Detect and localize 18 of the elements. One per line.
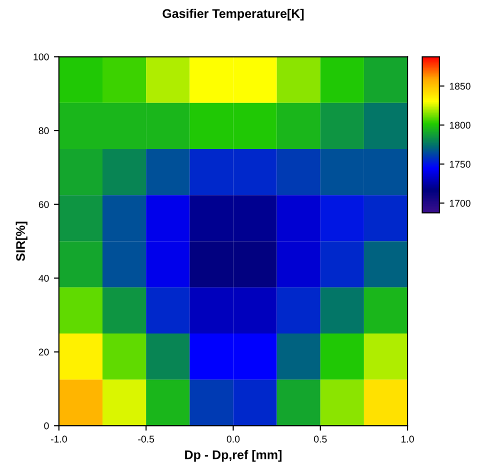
x-axis-title: Dp - Dp,ref [mm] bbox=[185, 450, 282, 462]
color-bar-label: 1700 bbox=[450, 200, 470, 207]
color-bar-label: 1750 bbox=[450, 160, 470, 168]
x-tick-label: 0.5 bbox=[314, 436, 327, 443]
x-tick-label: -0.5 bbox=[138, 436, 154, 443]
x-tick-label: -1.0 bbox=[50, 436, 67, 443]
x-tick-label: 1.0 bbox=[402, 436, 414, 443]
y-tick-label: 0 bbox=[44, 422, 49, 430]
y-tick-label: 20 bbox=[38, 348, 49, 356]
y-axis-title: SIR[%] bbox=[16, 222, 28, 262]
y-tick-label: 80 bbox=[38, 127, 49, 134]
y-tick-label: 100 bbox=[34, 53, 49, 60]
color-bar-label: 1800 bbox=[450, 122, 470, 129]
chart-title: Gasifier Temperature[K] bbox=[162, 8, 304, 20]
x-tick-label: 0.0 bbox=[226, 436, 240, 443]
y-tick-label: 60 bbox=[38, 201, 49, 208]
color-bar-label: 1850 bbox=[450, 82, 470, 90]
y-tick-label: 40 bbox=[38, 274, 49, 282]
